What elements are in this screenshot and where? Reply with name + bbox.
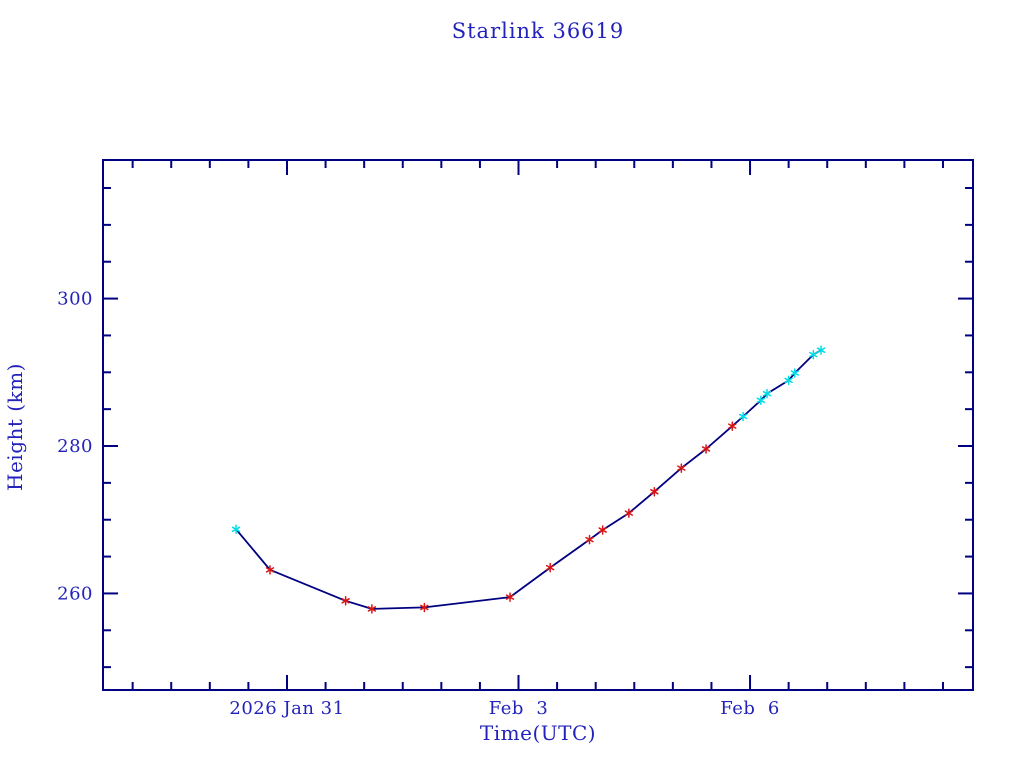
x-tick-label: Feb 6 xyxy=(720,698,780,719)
data-point-marker-cyan xyxy=(790,368,800,378)
x-axis-title: Time(UTC) xyxy=(480,721,596,745)
data-point-marker-cyan xyxy=(784,375,793,386)
data-point-marker-red xyxy=(728,421,737,431)
y-tick-label: 260 xyxy=(57,583,93,604)
data-point-marker-red xyxy=(545,562,555,573)
marker-stroke xyxy=(809,351,818,358)
data-point-marker-red xyxy=(341,596,350,606)
data-point-marker-red xyxy=(505,592,515,602)
marker-stroke xyxy=(650,488,659,495)
axis-ticks xyxy=(103,160,973,690)
marker-stroke xyxy=(420,604,429,611)
tick-labels: 2026 Jan 31 Feb 3 Feb 6 260 280 300 xyxy=(57,289,780,719)
marker-stroke xyxy=(341,598,350,604)
data-point-marker-cyan xyxy=(756,395,766,406)
marker-stroke xyxy=(701,446,711,452)
marker-stroke xyxy=(756,397,766,404)
data-point-marker-red xyxy=(420,602,429,613)
chart-title: Starlink 36619 xyxy=(452,19,625,43)
data-point-marker-cyan xyxy=(231,524,241,535)
data-point-marker-cyan xyxy=(809,349,818,360)
marker-stroke xyxy=(762,390,772,397)
marker-stroke xyxy=(367,606,377,612)
data-point-marker-cyan xyxy=(762,388,772,399)
marker-stroke xyxy=(624,510,634,516)
data-series xyxy=(231,345,826,614)
marker-stroke xyxy=(545,564,555,571)
data-point-marker-cyan xyxy=(738,411,748,422)
marker-stroke xyxy=(728,423,737,429)
data-point-marker-red xyxy=(585,534,594,545)
data-point-marker-red xyxy=(701,444,711,454)
marker-stroke xyxy=(265,567,275,573)
marker-stroke xyxy=(816,347,826,353)
marker-stroke xyxy=(790,370,800,376)
y-tick-label: 300 xyxy=(57,289,93,310)
marker-stroke xyxy=(738,413,748,420)
y-tick-label: 280 xyxy=(57,436,93,457)
data-point-marker-cyan xyxy=(816,345,826,355)
data-point-marker-red xyxy=(624,508,634,518)
data-point-marker-red xyxy=(265,565,275,575)
y-axis-title: Height (km) xyxy=(3,363,27,491)
marker-stroke xyxy=(231,526,241,533)
x-tick-label: 2026 Jan 31 xyxy=(229,698,344,719)
plot-frame-border xyxy=(102,159,974,691)
marker-stroke xyxy=(585,536,594,543)
data-point-marker-red xyxy=(677,463,686,473)
marker-stroke xyxy=(598,527,607,533)
marker-stroke xyxy=(677,465,686,471)
data-point-marker-red xyxy=(598,525,607,535)
data-point-marker-red xyxy=(650,486,659,497)
marker-stroke xyxy=(505,594,515,600)
height-curve xyxy=(235,349,822,610)
marker-stroke xyxy=(784,377,793,384)
plot-frame xyxy=(102,159,974,691)
data-point-marker-red xyxy=(367,604,377,614)
x-tick-label: Feb 3 xyxy=(489,698,549,719)
